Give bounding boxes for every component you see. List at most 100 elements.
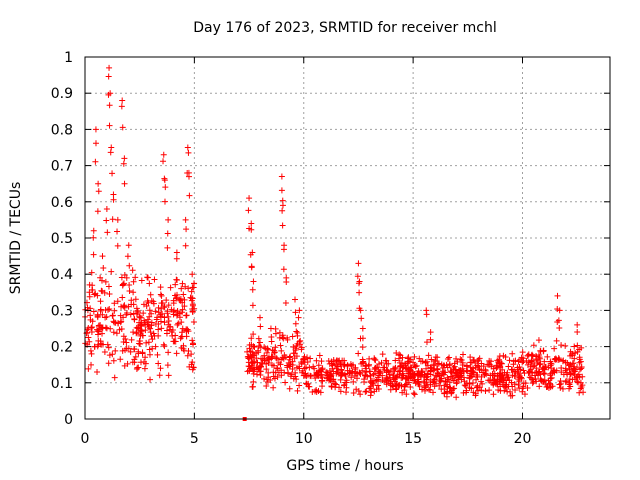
data-point [263, 382, 270, 389]
data-point [167, 284, 174, 291]
data-point [146, 307, 153, 314]
data-point [89, 286, 96, 293]
data-point [250, 343, 257, 350]
data-point [158, 292, 165, 299]
data-point [164, 362, 171, 369]
data-point [549, 383, 556, 390]
data-point [504, 374, 511, 381]
data-point [176, 314, 183, 321]
data-point [313, 370, 320, 377]
data-point [110, 191, 117, 198]
data-point [511, 381, 518, 388]
data-point [105, 360, 112, 367]
data-point [515, 358, 522, 365]
data-point [451, 385, 458, 392]
data-point [292, 369, 299, 376]
data-point [143, 339, 150, 346]
data-point [479, 380, 486, 387]
data-point [425, 386, 432, 393]
data-point [98, 341, 105, 348]
x-tick-label: 0 [81, 431, 90, 447]
data-point [165, 302, 172, 309]
data-point [410, 390, 417, 397]
data-point [505, 363, 512, 370]
data-point [573, 374, 580, 381]
data-point [118, 303, 125, 310]
data-point [158, 325, 165, 332]
data-point [118, 103, 125, 110]
data-point [120, 333, 127, 340]
data-point [316, 352, 323, 359]
data-point [418, 368, 425, 375]
data-point [189, 337, 196, 344]
data-point [551, 345, 558, 352]
data-point [289, 333, 296, 340]
data-point [265, 346, 272, 353]
data-point [402, 360, 409, 367]
data-point [116, 326, 123, 333]
data-point [107, 90, 114, 97]
data-point [92, 290, 99, 297]
data-point [114, 298, 121, 305]
data-point [164, 244, 171, 251]
data-point [317, 372, 324, 379]
data-point [120, 280, 127, 287]
data-point [279, 332, 286, 339]
data-point [108, 144, 115, 151]
data-point [461, 382, 468, 389]
x-axis-ticks: 0 5 10 15 20 [81, 57, 531, 447]
data-point [525, 359, 532, 366]
data-point [256, 339, 263, 346]
data-point [366, 355, 373, 362]
data-point [497, 376, 504, 383]
data-point [190, 341, 197, 348]
data-point [253, 355, 260, 362]
data-point [293, 342, 300, 349]
data-point [284, 334, 291, 341]
data-point [169, 327, 176, 334]
data-point [274, 355, 281, 362]
x-tick-label: 5 [190, 431, 199, 447]
data-point [147, 376, 154, 383]
data-point [313, 357, 320, 364]
data-point [110, 329, 117, 336]
data-point [155, 360, 162, 367]
data-point [249, 302, 256, 309]
data-point [446, 361, 453, 368]
data-point [92, 158, 99, 165]
x-tick-label: 15 [404, 431, 422, 447]
data-point [97, 338, 104, 345]
y-tick-label: 0.6 [51, 195, 73, 211]
data-point [520, 358, 527, 365]
data-point [454, 371, 461, 378]
data-point [292, 296, 298, 303]
data-point [186, 192, 193, 199]
data-point [118, 274, 125, 281]
data-point [304, 358, 311, 365]
data-point [154, 351, 161, 358]
data-point [474, 382, 481, 389]
data-point [448, 368, 455, 375]
data-point [155, 326, 162, 333]
data-point [446, 379, 453, 386]
data-point [383, 374, 390, 381]
data-point [451, 363, 458, 370]
data-point [147, 291, 154, 298]
data-point [264, 345, 271, 352]
data-point [378, 359, 385, 366]
data-point [172, 332, 179, 339]
data-point [569, 352, 576, 359]
data-point [282, 379, 289, 386]
data-point [101, 349, 108, 356]
data-point [379, 372, 386, 379]
data-point [136, 314, 143, 321]
data-point [158, 305, 165, 312]
data-point [555, 355, 562, 362]
data-point [91, 343, 98, 350]
data-point [347, 361, 354, 368]
data-point [515, 381, 522, 388]
data-point [382, 357, 389, 364]
data-point [562, 378, 569, 385]
data-point [559, 385, 566, 392]
data-point [498, 360, 505, 367]
